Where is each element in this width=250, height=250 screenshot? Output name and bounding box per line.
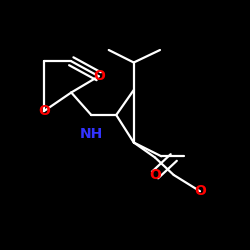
- Text: O: O: [194, 184, 206, 198]
- Text: NH: NH: [80, 127, 103, 141]
- Text: O: O: [93, 69, 105, 83]
- Text: O: O: [149, 168, 161, 182]
- Text: O: O: [38, 104, 50, 118]
